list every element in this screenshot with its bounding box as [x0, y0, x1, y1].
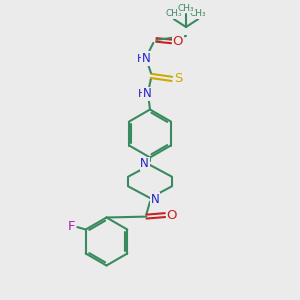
Text: O: O [166, 208, 177, 222]
Text: F: F [68, 220, 75, 233]
Text: N: N [140, 157, 149, 170]
Text: CH₃: CH₃ [178, 4, 194, 13]
Text: N: N [151, 193, 160, 206]
Text: S: S [174, 72, 183, 86]
Text: N: N [142, 87, 152, 101]
Text: O: O [173, 35, 183, 48]
Text: CH₃: CH₃ [165, 9, 182, 18]
Text: H: H [138, 89, 146, 99]
Text: H: H [136, 53, 145, 64]
Text: CH₃: CH₃ [190, 9, 207, 18]
Text: N: N [141, 52, 150, 65]
